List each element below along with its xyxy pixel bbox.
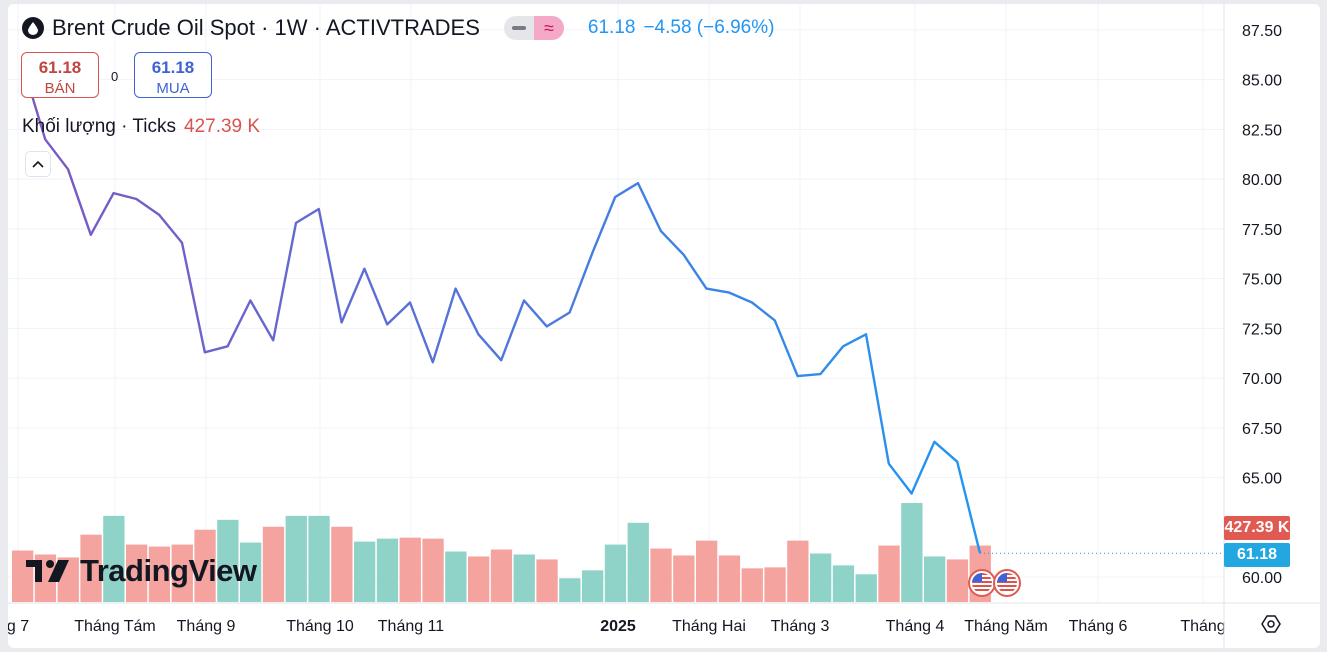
volume-bar bbox=[422, 538, 444, 602]
legend-last-price: 61.18 bbox=[587, 17, 636, 38]
y-tick-label: 80.00 bbox=[1242, 172, 1282, 189]
y-tick-label: 87.50 bbox=[1242, 23, 1282, 40]
volume-bar bbox=[741, 568, 763, 602]
sell-label: BÁN bbox=[44, 80, 76, 97]
us-flag-icon[interactable] bbox=[968, 569, 996, 597]
price-scale-label: 61.18 bbox=[1224, 543, 1290, 567]
volume-bar bbox=[718, 555, 741, 602]
volume-bar bbox=[308, 515, 330, 602]
volume-bar bbox=[285, 515, 307, 602]
volume-bar bbox=[627, 522, 649, 602]
volume-bar bbox=[445, 551, 467, 602]
volume-bar bbox=[832, 565, 855, 602]
volume-bar bbox=[582, 570, 604, 602]
volume-bar bbox=[604, 544, 627, 602]
chevron-up-icon[interactable] bbox=[26, 152, 50, 176]
y-tick-label: 67.50 bbox=[1242, 421, 1282, 438]
x-tick-label: Tháng Tám bbox=[74, 618, 156, 635]
x-tick-label: Tháng 4 bbox=[886, 618, 945, 635]
x-tick-label: Tháng bbox=[1180, 618, 1225, 635]
volume-bar bbox=[399, 537, 421, 602]
volume-scale-label: 427.39 K bbox=[1224, 516, 1290, 540]
y-tick-label: 77.50 bbox=[1242, 222, 1282, 239]
y-tick-label: 72.50 bbox=[1242, 321, 1282, 338]
volume-bar bbox=[787, 540, 809, 602]
volume-bar bbox=[217, 519, 239, 602]
volume-bar bbox=[80, 534, 102, 602]
volume-legend-value: 427.39 K bbox=[184, 116, 261, 137]
chart-canvas[interactable]: 87.50 85.00 82.50 80.00 77.50 75.00 72.50 70.00… bbox=[8, 4, 1320, 648]
y-tick-label: 85.00 bbox=[1242, 73, 1282, 90]
price-line bbox=[21, 63, 982, 554]
minus-icon[interactable] bbox=[504, 26, 534, 30]
tradingview-logo-icon bbox=[26, 560, 69, 582]
volume-bar bbox=[490, 549, 513, 602]
y-tick-label: 70.00 bbox=[1242, 371, 1282, 388]
volume-bar bbox=[855, 574, 877, 602]
x-tick-label: 2025 bbox=[600, 618, 636, 635]
indicator-pill[interactable]: ≈ bbox=[503, 16, 564, 40]
buy-button[interactable]: 61.18 MUA bbox=[134, 52, 212, 98]
volume-bar bbox=[696, 540, 718, 602]
volume-bar bbox=[126, 544, 148, 602]
x-tick-label: Tháng 6 bbox=[1069, 618, 1128, 635]
approx-icon[interactable]: ≈ bbox=[533, 16, 564, 40]
legend-change: −4.58 (−6.96%) bbox=[643, 17, 775, 38]
volume-bar bbox=[901, 503, 923, 602]
volume-bar bbox=[764, 567, 786, 602]
volume-legend-label: Khối lượng · Ticks bbox=[22, 116, 177, 137]
symbol-legend: Brent Crude Oil Spot · 1W · ACTIVTRADES … bbox=[22, 15, 774, 41]
volume-bar bbox=[810, 553, 832, 602]
drop-icon bbox=[22, 17, 44, 39]
sell-price: 61.18 bbox=[38, 58, 82, 77]
x-tick-label: Tháng 10 bbox=[286, 618, 354, 635]
volume-bar bbox=[946, 559, 969, 602]
volume-legend[interactable]: Khối lượng · Ticks 427.39 K bbox=[22, 116, 260, 138]
us-flag-icon[interactable] bbox=[993, 569, 1021, 597]
x-tick-label: Tháng 3 bbox=[771, 618, 830, 635]
spread-value: 0 bbox=[111, 69, 119, 84]
chart-frame: 87.50 85.00 82.50 80.00 77.50 75.00 72.50 70.00… bbox=[8, 4, 1320, 648]
volume-bar bbox=[354, 541, 376, 602]
volume-bar bbox=[376, 538, 399, 602]
volume-bar bbox=[924, 556, 946, 602]
y-tick-label: 60.00 bbox=[1242, 570, 1282, 587]
volume-bar bbox=[103, 515, 125, 602]
volume-bar bbox=[262, 526, 285, 602]
y-tick-label: 75.00 bbox=[1242, 272, 1282, 289]
volume-bar bbox=[240, 542, 262, 602]
y-tick-label: 65.00 bbox=[1242, 471, 1282, 488]
y-tick-label: 82.50 bbox=[1242, 122, 1282, 139]
buy-label: MUA bbox=[156, 80, 190, 97]
volume-bar bbox=[468, 556, 490, 602]
volume-bar bbox=[331, 526, 353, 602]
volume-bar bbox=[148, 546, 171, 602]
buy-price: 61.18 bbox=[151, 58, 195, 77]
symbol-title[interactable]: Brent Crude Oil Spot · 1W · ACTIVTRADES bbox=[52, 15, 480, 40]
volume-bar bbox=[513, 554, 535, 602]
volume-bar bbox=[673, 555, 695, 602]
volume-bar bbox=[536, 559, 558, 602]
volume-bar bbox=[650, 548, 672, 602]
volume-bar bbox=[171, 544, 193, 602]
volume-bar bbox=[194, 529, 216, 602]
x-tick-label: Tháng 11 bbox=[378, 618, 445, 635]
tradingview-logo[interactable]: TradingView bbox=[26, 553, 257, 589]
x-tick-label: Tháng Hai bbox=[672, 618, 746, 635]
volume-bar bbox=[878, 545, 900, 602]
sell-button[interactable]: 61.18 BÁN bbox=[21, 52, 99, 98]
x-tick-label: Tháng Năm bbox=[964, 618, 1048, 635]
x-tick-label: Tháng 9 bbox=[177, 618, 236, 635]
x-tick-label: g 7 bbox=[8, 618, 29, 635]
settings-icon[interactable] bbox=[1260, 613, 1282, 635]
volume-bar bbox=[559, 578, 581, 602]
logo-text: TradingView bbox=[80, 553, 257, 588]
